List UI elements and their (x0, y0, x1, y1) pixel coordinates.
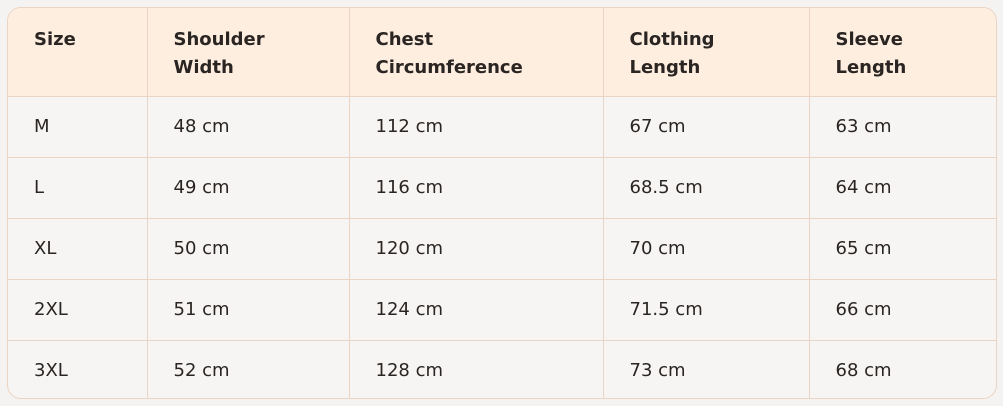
table-cell: 65 cm (808, 217, 996, 280)
table-cell: 52 cm (146, 339, 350, 398)
table-cell: 68 cm (808, 339, 996, 398)
table-cell: 64 cm (808, 156, 996, 219)
table-cell: 128 cm (348, 339, 604, 398)
column-header-text: Circumference (375, 57, 523, 78)
table-row: M 48 cm 112 cm 67 cm 63 cm (8, 95, 996, 158)
column-header-text: Sleeve (835, 29, 904, 50)
table-cell: 50 cm (146, 217, 350, 280)
table-cell: 66 cm (808, 278, 996, 341)
table-cell: 49 cm (146, 156, 350, 219)
table-cell: 63 cm (808, 95, 996, 158)
column-header-text: Chest (375, 29, 434, 50)
table-cell: 124 cm (348, 278, 604, 341)
table-cell: 3XL (8, 339, 148, 398)
column-header: Shoulder Width (146, 8, 350, 97)
column-header: Sleeve Length (808, 8, 996, 97)
table-cell: 68.5 cm (602, 156, 810, 219)
column-header: Size (8, 8, 148, 97)
table-row: 2XL 51 cm 124 cm 71.5 cm 66 cm (8, 278, 996, 341)
table-cell: 2XL (8, 278, 148, 341)
table-cell: 51 cm (146, 278, 350, 341)
size-chart: Size Shoulder Width Chest Circumference Cloth… (7, 7, 997, 399)
table-cell: XL (8, 217, 148, 280)
table-row: 3XL 52 cm 128 cm 73 cm 68 cm (8, 339, 996, 398)
column-header: Chest Circumference (348, 8, 604, 97)
column-header-text: Width (173, 57, 234, 78)
table-cell: 73 cm (602, 339, 810, 398)
column-header-text: Shoulder (173, 29, 265, 50)
table-cell: 48 cm (146, 95, 350, 158)
table-cell: 120 cm (348, 217, 604, 280)
table-row: XL 50 cm 120 cm 70 cm 65 cm (8, 217, 996, 280)
table-cell: 67 cm (602, 95, 810, 158)
column-header: Clothing Length (602, 8, 810, 97)
table-cell: 116 cm (348, 156, 604, 219)
column-header-text: Length (835, 57, 907, 78)
size-table: Size Shoulder Width Chest Circumference Cloth… (8, 8, 996, 398)
table-cell: 71.5 cm (602, 278, 810, 341)
table-row: L 49 cm 116 cm 68.5 cm 64 cm (8, 156, 996, 219)
column-header-text: Length (629, 57, 701, 78)
header-row: Size Shoulder Width Chest Circumference Cloth… (8, 8, 996, 97)
table-cell: M (8, 95, 148, 158)
column-header-text: Size (34, 29, 76, 50)
column-header-text: Clothing (629, 29, 715, 50)
table-cell: L (8, 156, 148, 219)
table-cell: 112 cm (348, 95, 604, 158)
table-cell: 70 cm (602, 217, 810, 280)
